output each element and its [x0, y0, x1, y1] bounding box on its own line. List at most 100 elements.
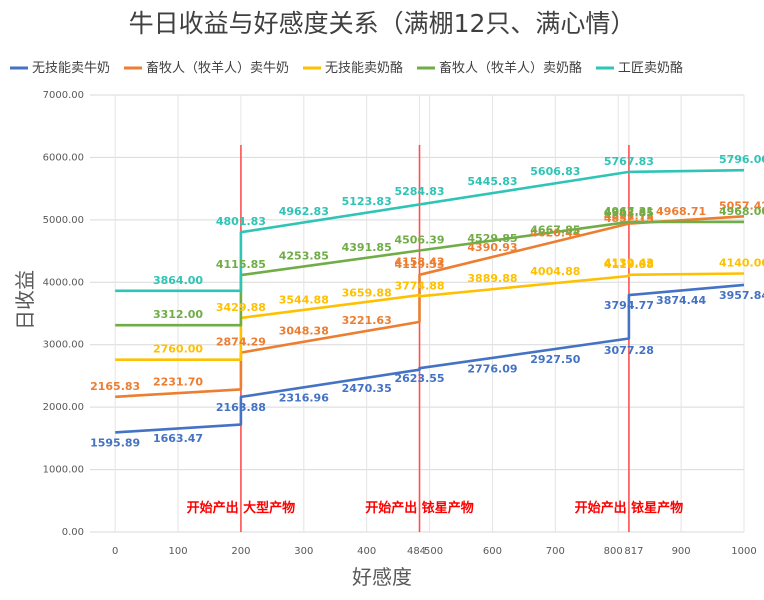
data-label: 3864.00 [153, 274, 203, 287]
y-tick-label: 6000.00 [43, 152, 84, 163]
data-label: 4119.88 [604, 258, 654, 271]
data-labels: 1595.89 1663.47 2163.88 2316.96 2470.352623.… [90, 153, 764, 449]
series-line [115, 272, 745, 362]
data-label: 3889.88 [467, 272, 517, 285]
x-tick-label: 200 [231, 546, 250, 557]
x-tick-label: 400 [357, 546, 376, 557]
x-tick-label: 500 [424, 546, 443, 557]
x-tick-label: 484 [407, 546, 426, 557]
x-tick-label: 800 [604, 546, 623, 557]
series-line [115, 168, 745, 293]
data-label: 2874.29 [216, 336, 266, 349]
data-label: 2231.70 [153, 376, 203, 389]
data-label: 4620.44 [530, 227, 580, 240]
x-tick-label: 300 [294, 546, 313, 557]
data-label: 3957.84 [719, 289, 764, 302]
data-label: 4119.53 [394, 258, 444, 271]
data-label: 4968.00 [719, 205, 764, 218]
data-label: 2760.00 [153, 343, 203, 356]
data-label: 3774.88 [394, 279, 444, 292]
legend-label: 畜牧人（牧羊人）卖牛奶 [146, 60, 289, 76]
y-axis-title: 日收益 [13, 270, 37, 330]
data-label: 5606.83 [530, 165, 580, 178]
data-label: 4967.31 [604, 205, 654, 218]
data-label: 5445.83 [467, 175, 517, 188]
legend: 无技能卖牛奶 畜牧人（牧羊人）卖牛奶 无技能卖奶酪 畜牧人（牧羊人）卖奶酪 工匠卖奶酪 [10, 60, 683, 76]
series-lines [115, 168, 745, 434]
data-label: 4140.00 [719, 257, 764, 270]
data-label: 2316.96 [279, 391, 329, 404]
series-line [115, 283, 745, 434]
data-label: 4158.42 [394, 255, 444, 268]
gridlines [90, 94, 745, 533]
x-axis-title: 好感度 [352, 565, 412, 589]
data-label: 3077.28 [604, 344, 654, 357]
y-tick-label: 2000.00 [43, 402, 84, 413]
data-label: 3429.88 [216, 301, 266, 314]
data-label: 3048.38 [279, 325, 329, 338]
data-label: 2163.88 [216, 401, 266, 414]
data-label: 4506.39 [394, 234, 444, 247]
x-tick-label: 700 [546, 546, 565, 557]
data-label: 3659.88 [342, 287, 392, 300]
data-label: 4529.85 [467, 232, 517, 245]
data-label: 4801.83 [216, 215, 266, 228]
y-tick-label: 5000.00 [43, 215, 84, 226]
data-label: 2776.09 [467, 363, 517, 376]
data-label: 3874.44 [656, 294, 706, 307]
data-label: 3221.63 [342, 314, 392, 327]
legend-label: 工匠卖奶酪 [618, 60, 683, 76]
data-label: 4253.85 [279, 249, 329, 262]
data-label: 4962.83 [279, 205, 329, 218]
data-label: 2927.50 [530, 353, 580, 366]
data-label: 4968.71 [656, 205, 706, 218]
data-label: 5123.83 [342, 195, 392, 208]
series-line [115, 220, 744, 327]
data-label: 2623.55 [394, 372, 444, 385]
data-label: 3794.77 [604, 299, 654, 312]
legend-label: 无技能卖牛奶 [32, 61, 110, 76]
data-label: 4390.93 [467, 241, 517, 254]
data-label: 2470.35 [342, 382, 392, 395]
x-tick-label: 100 [168, 546, 187, 557]
data-label: 4139.43 [604, 257, 654, 270]
y-tick-label: 7000.00 [43, 90, 84, 101]
data-label: 5767.83 [604, 155, 654, 168]
data-label: 5057.42 [719, 199, 764, 212]
data-label: 4891.73 [604, 210, 654, 223]
y-tick-label: 3000.00 [43, 340, 84, 351]
threshold-lines: 开始产出 大型产物 开始产出 铱星产物 开始产出 铱星产物 [187, 145, 684, 532]
y-tick-label: 4000.00 [43, 277, 84, 288]
data-label: 4943.85 [604, 206, 654, 219]
data-label: 4852.15 [604, 212, 654, 225]
y-tick-label: 0.00 [62, 527, 84, 538]
x-tick-label: 1000 [731, 546, 756, 557]
data-label: 5796.00 [719, 153, 764, 166]
data-label: 4115.85 [216, 258, 266, 271]
data-label: 2165.83 [90, 380, 140, 393]
chart-title: 牛日收益与好感度关系（满棚12只、满心情） [129, 9, 636, 38]
data-label: 4004.88 [530, 265, 580, 278]
data-label: 3312.00 [153, 308, 203, 321]
threshold-label: 开始产出 铱星产物 [365, 500, 474, 516]
series-line [115, 215, 745, 399]
y-tick-label: 1000.00 [43, 465, 84, 476]
data-label: 4667.85 [530, 224, 580, 237]
x-tick-label: 600 [483, 546, 502, 557]
x-tick-label: 0 [112, 546, 118, 557]
threshold-label: 开始产出 铱星产物 [575, 500, 684, 516]
y-axis-ticks: 0.00 1000.00 2000.00 3000.00 4000.00 5000.00 6… [43, 90, 84, 538]
data-label: 3544.88 [279, 294, 329, 307]
data-label: 1663.47 [153, 432, 203, 445]
threshold-label: 开始产出 大型产物 [187, 500, 296, 516]
legend-label: 畜牧人（牧羊人）卖奶酪 [439, 60, 582, 76]
legend-label: 无技能卖奶酪 [325, 60, 403, 76]
data-label: 5284.83 [394, 185, 444, 198]
x-tick-label: 900 [672, 546, 691, 557]
data-label: 1595.89 [90, 436, 140, 449]
data-label: 4391.85 [342, 241, 392, 254]
x-tick-label: 817 [624, 546, 643, 557]
